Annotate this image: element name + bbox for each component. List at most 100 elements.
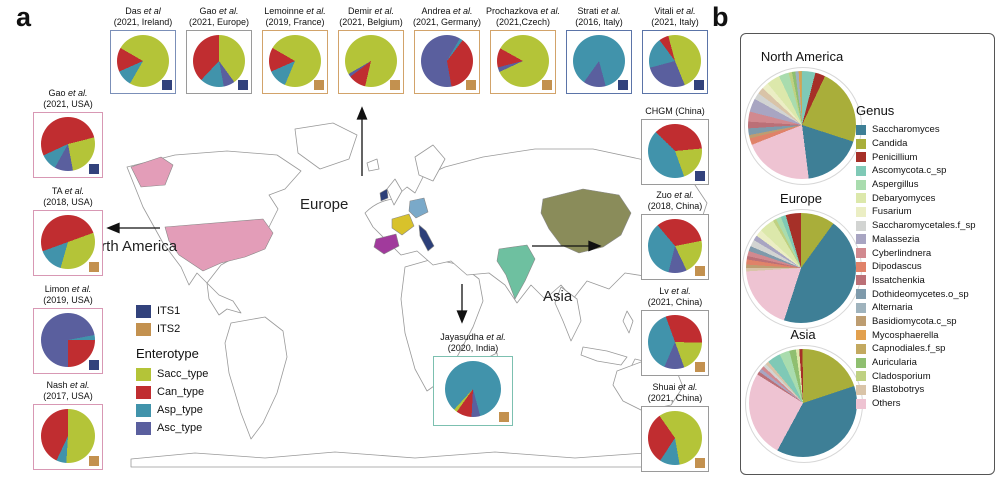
- its-marker-its1: [695, 171, 705, 181]
- study-label: Nash et al. (2017, USA): [43, 380, 93, 401]
- map-label-europe: Europe: [300, 196, 349, 213]
- pie-chart: [649, 35, 701, 87]
- genus-label: Ascomycota.c_sp: [872, 165, 947, 177]
- enterotype-swatch: [136, 367, 151, 381]
- study-label: Zuo et al. (2018, China): [647, 190, 703, 211]
- study-vitali: Vitali et al. (2021, Italy): [632, 6, 718, 94]
- study-label: Strati et al. (2016, Italy): [575, 6, 623, 27]
- enterotype-legend-item: Asc_type: [136, 419, 208, 437]
- study-label: Gao et al. (2021, Europe): [188, 6, 250, 27]
- genus-legend-item: Candida: [856, 137, 976, 151]
- its-marker-its2: [390, 80, 400, 90]
- pie-chart: [345, 35, 397, 87]
- genus-label: Dothideomycetes.o_sp: [872, 288, 969, 300]
- enterotype-label: Can_type: [157, 386, 205, 398]
- genus-legend: Genus Saccharomyces Candida Penicillium Asc…: [856, 103, 976, 410]
- genus-label: Blastobotrys: [872, 384, 925, 396]
- enterotype-legend-item: Sacc_type: [136, 365, 208, 383]
- genus-swatch: [856, 343, 866, 354]
- its-marker-its2: [499, 412, 509, 422]
- genus-legend-item: Cyberlindnera: [856, 246, 976, 260]
- genus-label: Capnodiales.f_sp: [872, 343, 946, 355]
- panel-b-letter: b: [712, 2, 729, 32]
- pie-chart: [41, 117, 95, 171]
- its-marker-its1: [89, 360, 99, 370]
- genus-legend-item: Saccharomyces: [856, 123, 976, 137]
- region-title-asia_genus: Asia: [790, 327, 816, 342]
- map-philippines: [622, 310, 634, 334]
- map-country-alaska: [130, 156, 174, 188]
- genus-label: Alternaria: [872, 302, 913, 314]
- study-shuai: Shuai et al. (2021, China): [630, 382, 720, 472]
- region-pie-ring: [744, 67, 862, 185]
- its-marker-its1: [618, 80, 628, 90]
- map-indonesia: [580, 346, 628, 366]
- genus-label: Aspergillus: [872, 179, 919, 191]
- genus-legend-item: Mycosphaerella: [856, 328, 976, 342]
- its-marker-its1: [162, 80, 172, 90]
- pie-chart: [648, 315, 702, 369]
- genus-label: Fusarium: [872, 206, 912, 218]
- genus-swatch: [856, 220, 866, 231]
- study-pie-box: [33, 404, 103, 470]
- genus-swatch: [856, 124, 866, 135]
- genus-swatch: [856, 179, 866, 190]
- pie-chart: [648, 411, 702, 465]
- map-country-usa: [164, 218, 274, 272]
- genus-swatch: [856, 371, 866, 382]
- map-label-asia: Asia: [543, 288, 573, 305]
- study-pie-box: [186, 30, 252, 94]
- enterotype-label: Sacc_type: [157, 368, 209, 380]
- genus-legend-item: Basidiomycota.c_sp: [856, 315, 976, 329]
- genus-label: Penicillium: [872, 151, 918, 163]
- study-pie-box: [641, 214, 709, 280]
- enterotype-swatch: [136, 385, 151, 399]
- genus-label: Dipodascus: [872, 261, 922, 273]
- pie-chart: [193, 35, 245, 87]
- study-pie-box: [33, 308, 103, 374]
- pie-chart: [41, 215, 95, 269]
- genus-legend-item: Penicillium: [856, 150, 976, 164]
- genus-swatch: [856, 234, 866, 245]
- study-label: Lv et al. (2021, China): [647, 286, 703, 307]
- map-country-spain: [373, 233, 400, 255]
- map-iceland: [366, 158, 380, 172]
- pie-chart: [269, 35, 321, 87]
- study-jayasudha: Jayasudha et al. (2020, India): [415, 332, 531, 426]
- pie-chart: [648, 219, 702, 273]
- study-limon: Limon et al. (2019, USA): [20, 284, 116, 374]
- genus-label: Saccharomycetales.f_sp: [872, 220, 976, 232]
- pie-chart: [497, 35, 549, 87]
- study-chgm: CHGM (China): [630, 106, 720, 185]
- genus-swatch: [856, 206, 866, 217]
- study-prochazkova: Prochazkova et al. (2021,Czech): [480, 6, 566, 94]
- genus-swatch: [856, 316, 866, 327]
- study-pie-box: [110, 30, 176, 94]
- genus-legend-item: Aspergillus: [856, 178, 976, 192]
- pie-chart-asia_genus: [749, 349, 857, 457]
- enterotype-swatch: [136, 403, 151, 417]
- genus-legend-item: Auricularia: [856, 356, 976, 370]
- study-pie-box: [641, 406, 709, 472]
- study-nash: Nash et al. (2017, USA): [20, 380, 116, 470]
- map-south-america: [224, 316, 288, 440]
- genus-swatch: [856, 357, 866, 368]
- genus-swatch: [856, 261, 866, 272]
- map-scandinavia: [414, 144, 446, 182]
- genus-swatch: [856, 302, 866, 313]
- its-label: ITS1: [157, 305, 181, 317]
- its-swatch-its1: [136, 304, 151, 318]
- its-label: ITS2: [157, 323, 181, 335]
- map-country-germany: [408, 197, 429, 219]
- its-swatch-its2: [136, 322, 151, 336]
- study-pie-box: [433, 356, 513, 426]
- genus-label: Debaryomyces: [872, 192, 936, 204]
- study-label: Vitali et al. (2021, Italy): [651, 6, 699, 27]
- study-das: Das et al (2021, Ireland): [100, 6, 186, 94]
- study-label: Prochazkova et al. (2021,Czech): [485, 6, 561, 27]
- genus-swatch: [856, 138, 866, 149]
- pie-chart: [41, 409, 95, 463]
- genus-swatch: [856, 165, 866, 176]
